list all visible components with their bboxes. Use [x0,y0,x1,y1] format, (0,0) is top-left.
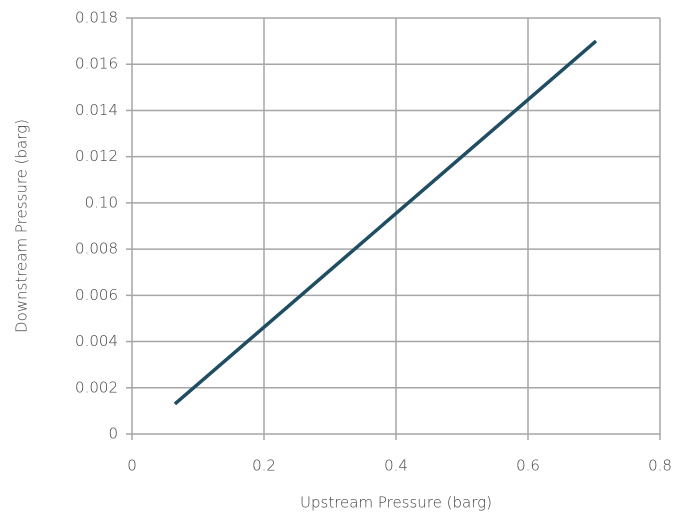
y-tick-label: 0.016 [75,55,118,73]
y-tick-label: 0.002 [75,378,118,396]
y-tick-label: 0.004 [75,332,118,350]
y-tick-label: 0.014 [75,101,118,119]
y-tick-label: 0.10 [85,193,118,211]
y-axis-label: Downstream Pressure (barg) [13,119,31,333]
y-tick-label: 0.006 [75,286,118,304]
x-tick-label: 0.6 [516,457,540,475]
x-tick-label: 0.4 [384,457,408,475]
data-line [173,39,598,406]
x-tick-label: 0 [127,457,137,475]
y-tick-label: 0.008 [75,240,118,258]
x-axis-label: Upstream Pressure (barg) [300,494,492,512]
y-tick-label: 0.018 [75,9,118,27]
x-tick-label: 0.8 [648,457,672,475]
y-tick-label: 0 [108,425,118,443]
y-tick-label: 0.012 [75,147,118,165]
x-tick-label: 0.2 [252,457,276,475]
